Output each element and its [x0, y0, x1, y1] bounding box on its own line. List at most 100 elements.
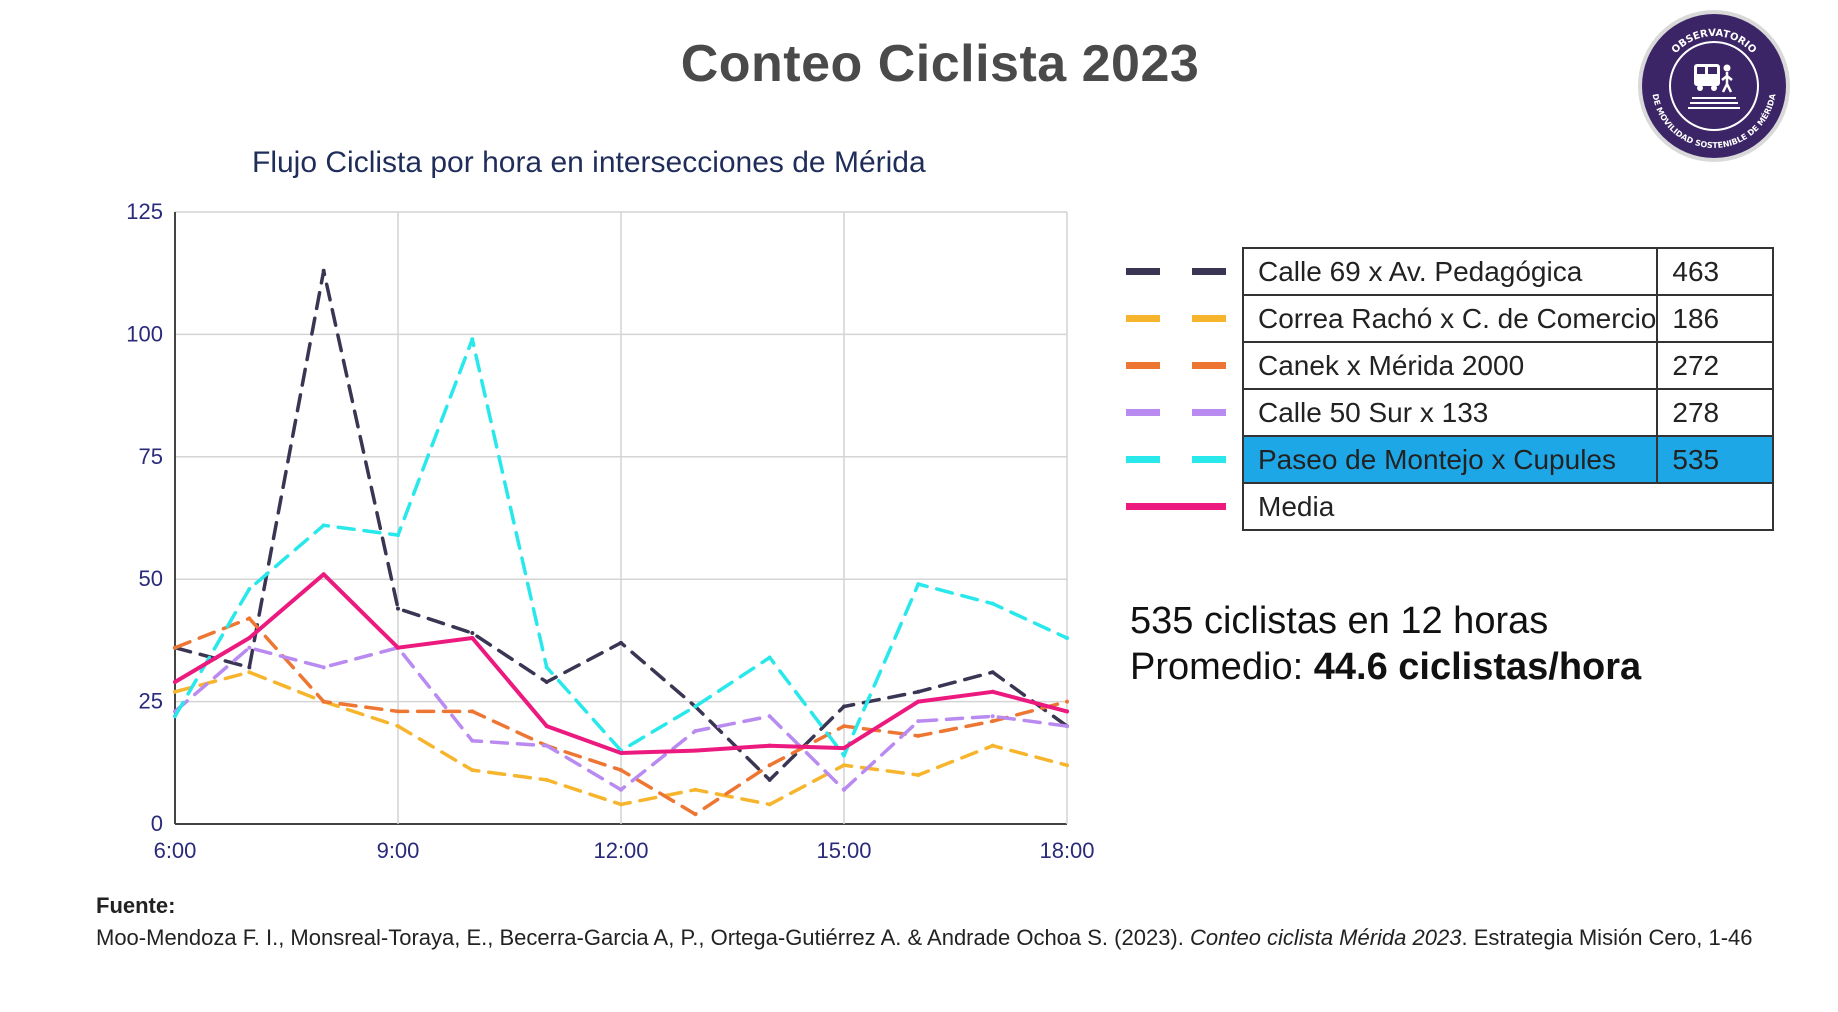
data-point — [173, 680, 177, 685]
legend-row: Paseo de Montejo x Cupules 535 — [1126, 435, 1775, 484]
data-point — [321, 268, 326, 273]
data-point — [916, 733, 921, 738]
data-point — [693, 787, 698, 792]
x-tick-label: 6:00 — [154, 838, 197, 863]
data-point — [990, 601, 995, 606]
data-point — [693, 704, 698, 709]
source-citation: Fuente: Moo-Mendoza F. I., Monsreal-Tora… — [96, 893, 1753, 951]
legend-row: Calle 69 x Av. Pedagógica 463 — [1126, 247, 1775, 296]
data-point — [693, 728, 698, 733]
data-point — [470, 709, 475, 714]
data-point — [842, 763, 846, 768]
legend-swatch — [1126, 483, 1243, 530]
data-point — [396, 724, 400, 729]
y-tick-label: 50 — [139, 566, 163, 591]
data-point — [916, 773, 921, 778]
legend-series-total: 272 — [1656, 341, 1775, 390]
data-point — [619, 768, 623, 773]
data-point — [693, 812, 698, 817]
data-point — [1065, 699, 1069, 704]
legend-series-name: Media — [1241, 482, 1775, 531]
data-point — [247, 616, 252, 621]
data-point — [470, 768, 475, 773]
y-tick-label: 0 — [151, 811, 163, 836]
data-point — [470, 738, 475, 743]
data-point — [544, 724, 549, 729]
legend-series-name: Correa Rachó x C. de Comercio — [1241, 294, 1659, 343]
bus-icon — [1694, 64, 1720, 91]
y-tick-label: 75 — [139, 444, 163, 469]
data-point — [767, 777, 772, 782]
data-point — [470, 337, 475, 342]
data-point — [619, 802, 623, 807]
data-point — [916, 699, 921, 704]
data-point — [544, 777, 549, 782]
data-point — [1065, 724, 1069, 729]
legend-swatch — [1126, 436, 1243, 483]
summary-average-value: 44.6 ciclistas/hora — [1313, 646, 1642, 688]
data-point — [842, 787, 846, 792]
data-point — [842, 724, 846, 729]
legend-table: Calle 69 x Av. Pedagógica 463 Correa Rachó… — [1126, 247, 1775, 531]
legend-swatch — [1126, 389, 1243, 436]
data-point — [544, 680, 549, 685]
data-point — [544, 743, 549, 748]
data-point — [321, 523, 326, 528]
data-point — [247, 665, 252, 670]
data-point — [767, 714, 772, 719]
data-point — [916, 719, 921, 724]
legend-series-total: 535 — [1656, 435, 1775, 484]
data-point — [173, 645, 177, 650]
legend-series-name: Paseo de Montejo x Cupules — [1241, 435, 1659, 484]
legend-series-total: 463 — [1656, 247, 1775, 296]
data-point — [321, 572, 326, 577]
data-point — [767, 763, 772, 768]
line-chart: 0 25 50 75 100 125 6:00 9:00 12:00 15:00 18:00 — [126, 199, 1094, 863]
data-point — [470, 631, 475, 636]
data-point — [396, 709, 400, 714]
data-point — [990, 670, 995, 675]
data-point — [619, 640, 623, 645]
legend-series-total: 186 — [1656, 294, 1775, 343]
legend-row: Calle 50 Sur x 133 278 — [1126, 388, 1775, 437]
data-point — [916, 582, 921, 587]
data-point — [1065, 635, 1069, 640]
y-tick-label: 25 — [139, 689, 163, 714]
data-point — [173, 689, 177, 694]
data-point — [321, 699, 326, 704]
legend-row: Correa Rachó x C. de Comercio 186 — [1126, 294, 1775, 343]
data-point — [396, 606, 400, 611]
legend-swatch — [1126, 248, 1243, 295]
data-point — [1065, 763, 1069, 768]
legend-swatch — [1126, 295, 1243, 342]
data-point — [173, 714, 177, 719]
data-point — [916, 689, 921, 694]
legend-series-name: Calle 69 x Av. Pedagógica — [1241, 247, 1659, 296]
crosswalk-icon — [1688, 97, 1740, 109]
data-point — [842, 746, 846, 751]
data-point — [842, 704, 846, 709]
chart-title: Flujo Ciclista por hora en interseccione… — [252, 146, 926, 179]
data-point — [247, 586, 252, 591]
data-point — [247, 635, 252, 640]
legend-series-name: Canek x Mérida 2000 — [1241, 341, 1659, 390]
x-tick-label: 18:00 — [1039, 838, 1094, 863]
legend-swatch — [1126, 342, 1243, 389]
data-point — [1065, 709, 1069, 714]
data-point — [767, 655, 772, 660]
summary: 535 ciclistas en 12 horas Promedio: 44.6… — [1130, 598, 1641, 690]
summary-average: Promedio: 44.6 ciclistas/hora — [1130, 644, 1641, 690]
legend-series-name: Calle 50 Sur x 133 — [1241, 388, 1659, 437]
summary-total: 535 ciclistas en 12 horas — [1130, 600, 1549, 642]
data-point — [247, 645, 252, 650]
legend-series-total: 278 — [1656, 388, 1775, 437]
observatorio-logo: OBSERVATORIO DE MOVILIDAD SOSTENIBLE DE … — [1638, 10, 1790, 162]
summary-average-label: Promedio: — [1130, 646, 1314, 688]
data-point — [619, 787, 623, 792]
data-point — [693, 748, 698, 753]
data-point — [470, 635, 475, 640]
x-tick-label: 15:00 — [816, 838, 871, 863]
pedestrian-icon — [1721, 64, 1733, 93]
data-point — [767, 802, 772, 807]
y-tick-label: 125 — [126, 199, 163, 224]
